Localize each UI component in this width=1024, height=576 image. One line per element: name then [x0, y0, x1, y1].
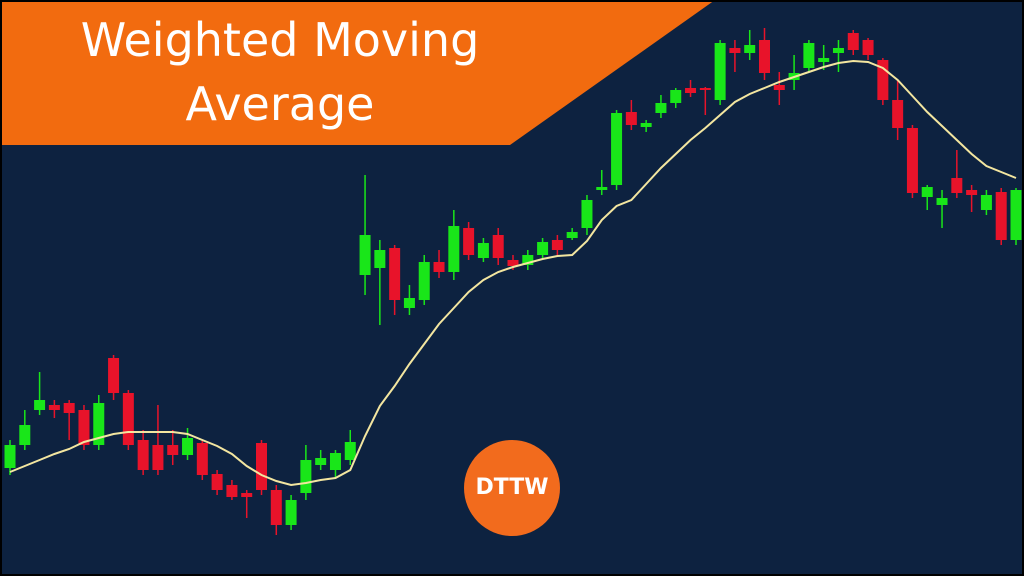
- candle-body: [463, 228, 475, 255]
- candle-body: [34, 400, 46, 410]
- candle-body: [862, 40, 874, 55]
- candle-body: [344, 442, 356, 460]
- candle-body: [4, 445, 16, 468]
- candle-body: [670, 90, 682, 103]
- candle-body: [936, 198, 948, 205]
- candle-body: [551, 240, 563, 250]
- candle-body: [951, 178, 963, 193]
- candle-body: [359, 235, 371, 275]
- candle-body: [596, 187, 608, 190]
- candle-body: [300, 460, 312, 493]
- candle-body: [537, 242, 549, 255]
- candle-body: [773, 85, 785, 90]
- candle-body: [966, 190, 978, 195]
- candle-body: [685, 88, 697, 93]
- candle-body: [389, 248, 401, 300]
- candle-body: [285, 500, 297, 525]
- candle-body: [137, 440, 149, 470]
- candle-body: [256, 443, 267, 490]
- candle-body: [418, 262, 430, 300]
- candle-body: [995, 192, 1007, 240]
- candle-body: [122, 393, 134, 445]
- candle-body: [241, 493, 253, 497]
- candle-body: [270, 490, 282, 525]
- candle-body: [611, 113, 623, 185]
- candle-body: [714, 43, 726, 100]
- candle-body: [832, 48, 844, 53]
- candle-body: [63, 403, 75, 413]
- logo: DTTW: [464, 440, 560, 536]
- candle-body: [744, 45, 756, 53]
- candle-body: [980, 195, 992, 210]
- candle-body: [315, 458, 327, 465]
- candle-body: [818, 58, 830, 62]
- candle-body: [759, 40, 770, 73]
- candle-body: [803, 43, 815, 68]
- candle-body: [448, 226, 460, 272]
- candle-body: [566, 232, 578, 238]
- candle-body: [906, 128, 918, 193]
- candle-body: [19, 425, 31, 445]
- candle-body: [492, 235, 504, 258]
- candle-body: [108, 358, 120, 393]
- candle-body: [507, 260, 519, 266]
- candle-body: [167, 445, 179, 455]
- candle-body: [699, 88, 711, 90]
- moving-average-line: [9, 59, 1017, 487]
- candle-body: [374, 250, 386, 268]
- candle-body: [729, 48, 741, 53]
- candle-body: [196, 443, 208, 475]
- title-banner: [0, 0, 715, 145]
- chart-title: Weighted Moving Average: [80, 13, 480, 131]
- candle-body: [921, 187, 933, 197]
- candle-body: [48, 405, 60, 410]
- candle-body: [877, 60, 889, 100]
- candle-body: [93, 403, 105, 445]
- candle-body: [655, 103, 667, 113]
- candle-body: [581, 200, 593, 228]
- candle-body: [182, 438, 194, 455]
- candle-body: [477, 243, 489, 258]
- candle-body: [625, 112, 637, 125]
- candle-body: [1010, 190, 1022, 240]
- candle-body: [433, 262, 445, 272]
- candle-body: [522, 255, 534, 265]
- candle-body: [152, 445, 164, 470]
- candle-body: [211, 474, 223, 490]
- candle-body: [78, 410, 90, 445]
- candle-body: [226, 485, 238, 497]
- candle-body: [403, 298, 415, 308]
- candle-body: [329, 453, 341, 470]
- candle-body: [847, 33, 859, 50]
- candle-body: [892, 100, 904, 128]
- candle-body: [640, 123, 652, 127]
